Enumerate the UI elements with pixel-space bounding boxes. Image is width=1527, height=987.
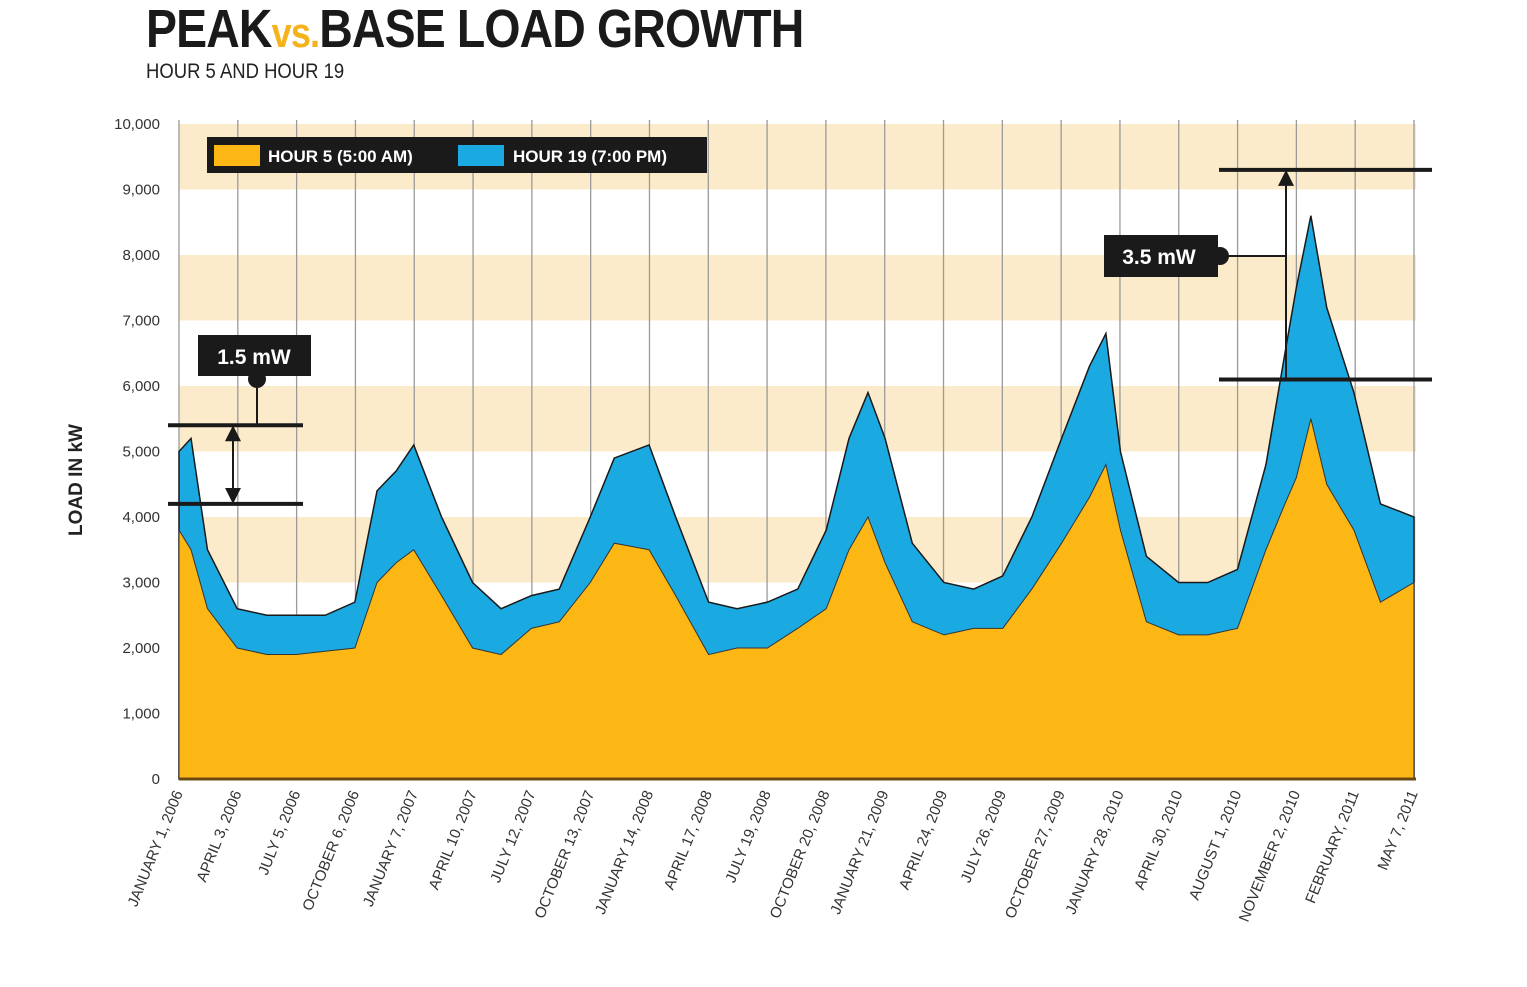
x-tick-label: JANUARY 28, 2010: [1062, 788, 1127, 917]
x-tick-label: AUGUST 1, 2010: [1186, 788, 1245, 902]
x-tick-label: OCTOBER 6, 2006: [299, 788, 363, 913]
x-tick-label: APRIL 30, 2010: [1131, 788, 1186, 892]
x-tick-label: APRIL 10, 2007: [426, 788, 481, 892]
legend-label-hour5: HOUR 5 (5:00 AM): [268, 147, 413, 166]
legend-swatch-hour5: [214, 145, 260, 166]
background-band: [179, 386, 1416, 452]
annotation-dot: [1211, 247, 1229, 265]
x-tick-label: JULY 5, 2006: [255, 788, 304, 877]
x-tick-label: JULY 12, 2007: [487, 788, 539, 885]
annotation-3-5mw: 3.5 mW: [1104, 167, 1432, 382]
title-peak: PEAK: [146, 0, 272, 59]
title-vs: vs.: [271, 9, 321, 56]
x-tick-label: JULY 26, 2009: [958, 788, 1010, 885]
x-tick-label: JULY 19, 2008: [722, 788, 774, 885]
y-tick-label: 5,000: [122, 444, 160, 461]
x-tick-label: FEBRUARY, 2011: [1302, 788, 1363, 906]
y-tick-label: 7,000: [122, 313, 160, 330]
y-tick-label: 2,000: [122, 640, 160, 657]
x-tick-label: APRIL 3, 2006: [193, 788, 245, 884]
x-tick-label: JANUARY 14, 2008: [592, 788, 657, 917]
y-tick-label: 1,000: [122, 706, 160, 723]
x-tick-label: MAY 7, 2011: [1374, 788, 1421, 872]
x-tick-label: OCTOBER 13, 2007: [531, 788, 598, 921]
x-tick-label: OCTOBER 20, 2008: [767, 788, 834, 921]
y-tick-label: 0: [152, 771, 160, 788]
chart-subtitle: HOUR 5 AND HOUR 19: [146, 60, 345, 83]
x-tick-label: NOVEMBER 2, 2010: [1236, 788, 1304, 924]
x-tick-label: JANUARY 21, 2009: [827, 788, 892, 917]
y-axis-label: LOAD IN kW: [66, 424, 87, 536]
annotation-label: 3.5 mW: [1122, 246, 1196, 269]
chart-title: PEAKvs.BASE LOAD GROWTH: [146, 0, 804, 60]
y-tick-label: 4,000: [122, 509, 160, 526]
title-rest: BASE LOAD GROWTH: [319, 0, 804, 59]
background-band: [179, 255, 1416, 321]
legend: HOUR 5 (5:00 AM) HOUR 19 (7:00 PM): [207, 137, 707, 173]
legend-label-hour19: HOUR 19 (7:00 PM): [513, 147, 667, 166]
y-tick-label: 8,000: [122, 247, 160, 264]
annotation-label: 1.5 mW: [217, 346, 291, 369]
annotation-1-5mw: 1.5 mW: [168, 335, 311, 506]
x-tick-label: APRIL 17, 2008: [661, 788, 716, 892]
x-tick-label: JANUARY 7, 2007: [360, 788, 422, 909]
annotation-label-box: [1104, 235, 1218, 277]
series-hour5-area: [178, 418, 1415, 780]
annotation-dot: [248, 370, 266, 388]
x-tick-label: APRIL 24, 2009: [896, 788, 951, 892]
y-tick-label: 6,000: [122, 378, 160, 395]
annotation-label-box: [198, 335, 311, 376]
legend-swatch-hour19: [458, 145, 504, 166]
legend-box: [207, 137, 707, 173]
y-tick-label: 9,000: [122, 182, 160, 199]
y-tick-label: 10,000: [114, 116, 160, 133]
x-tick-label: OCTOBER 27, 2009: [1002, 788, 1069, 921]
y-tick-label: 3,000: [122, 575, 160, 592]
x-tick-label: JANUARY 1, 2006: [125, 788, 187, 909]
